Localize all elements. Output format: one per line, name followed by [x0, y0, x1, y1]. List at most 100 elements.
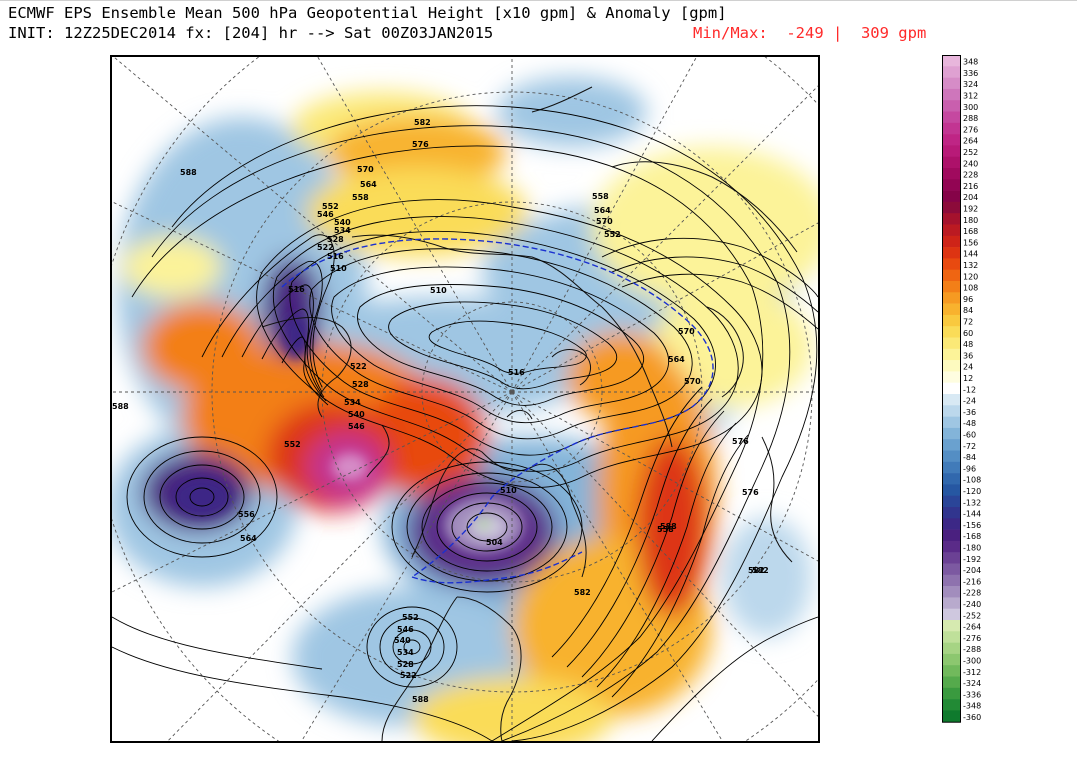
colorbar-tick-label: 252 [963, 148, 978, 157]
colorbar-swatch [942, 484, 960, 496]
contour-label: 552 [284, 440, 301, 449]
colorbar-tick-label: 168 [963, 227, 978, 236]
colorbar-tick-label: 120 [963, 272, 978, 281]
colorbar-swatch [942, 77, 960, 90]
colorbar-swatch [942, 281, 960, 293]
contour-label: 510 [330, 264, 347, 273]
colorbar-tick-label: 228 [963, 171, 978, 180]
contour-label: 570 [678, 327, 695, 336]
contour-label: 564 [240, 534, 257, 543]
colorbar-tick-label: 180 [963, 216, 978, 225]
colorbar-swatch [942, 247, 960, 259]
colorbar-border [942, 55, 961, 723]
colorbar-swatch [942, 66, 960, 78]
colorbar-swatch [942, 563, 960, 576]
colorbar-tick-label: -252 [963, 611, 981, 620]
colorbar-tick-label: 60 [963, 329, 973, 338]
contour-label: 588 [112, 402, 129, 411]
colorbar-swatch [942, 190, 960, 203]
colorbar-swatch [942, 450, 960, 463]
height-contours [112, 105, 818, 741]
colorbar-swatch [942, 529, 960, 542]
colorbar-swatch [942, 269, 960, 282]
colorbar-tick-label: 72 [963, 318, 973, 327]
colorbar-tick-label: -300 [963, 657, 981, 666]
colorbar-swatch [942, 405, 960, 417]
contour-label: 528 [327, 235, 344, 244]
colorbar-tick-label: -240 [963, 600, 981, 609]
contour-labels: 5825765705645585525465405345285225165105… [112, 118, 769, 704]
colorbar-swatch [942, 574, 960, 587]
colorbar-tick-label: 276 [963, 125, 978, 134]
contour-label: 516 [288, 285, 305, 294]
contour-label: 556 [238, 510, 255, 519]
colorbar-swatch [942, 597, 960, 609]
colorbar-swatch [942, 427, 960, 440]
contour-label: 558 [592, 192, 609, 201]
colorbar-tick-label: -192 [963, 555, 981, 564]
contour-label: 504 [486, 538, 503, 547]
colorbar-tick-label: -264 [963, 623, 981, 632]
colorbar-swatch [942, 292, 960, 304]
contour-label: 522 [400, 671, 417, 680]
colorbar-swatch [942, 100, 960, 112]
colorbar-tick-label: 300 [963, 103, 978, 112]
contour-label: 588 [660, 522, 677, 531]
colorbar-tick-label: -204 [963, 566, 981, 575]
contour-label: 576 [742, 488, 759, 497]
colorbar-tick-label: 204 [963, 193, 978, 202]
colorbar-tick-label: 240 [963, 159, 978, 168]
colorbar-swatch [942, 179, 960, 191]
colorbar-tick-label: -348 [963, 702, 981, 711]
contour-label: 576 [412, 140, 429, 149]
colorbar-swatch [942, 473, 960, 485]
contour-label: 564 [594, 206, 611, 215]
contour-label: 522 [317, 243, 334, 252]
colorbar-swatch [942, 168, 960, 180]
colorbar-tick-label: 96 [963, 295, 973, 304]
contour-label: 552 [322, 202, 339, 211]
colorbar-tick-label: 312 [963, 92, 978, 101]
colorbar-swatch [942, 653, 960, 666]
colorbar-swatch [942, 394, 960, 406]
colorbar-swatch [942, 620, 960, 632]
colorbar-tick-label: 324 [963, 80, 978, 89]
colorbar-tick-label: 192 [963, 205, 978, 214]
colorbar-tick-label: -12 [963, 385, 976, 394]
colorbar-swatch [942, 710, 960, 722]
contour-label: 582 [752, 566, 769, 575]
contour-label: 510 [430, 286, 447, 295]
chart-title: ECMWF EPS Ensemble Mean 500 hPa Geopoten… [8, 4, 727, 22]
contour-label: 558 [657, 525, 674, 534]
contour-label: 522 [350, 362, 367, 371]
colorbar-swatch [942, 201, 960, 214]
colorbar-tick-label: 156 [963, 238, 978, 247]
coastlines [261, 86, 798, 741]
colorbar-tick-label: 336 [963, 69, 978, 78]
contour-label: 540 [348, 410, 365, 419]
contour-label: 582 [574, 588, 591, 597]
contour-label: 576 [732, 437, 749, 446]
colorbar-tick-label: 12 [963, 374, 973, 383]
colorbar-swatch [942, 665, 960, 677]
colorbar-swatch [942, 134, 960, 146]
colorbar-swatch [942, 156, 960, 169]
colorbar-tick-label: -60 [963, 431, 976, 440]
colorbar-swatch [942, 540, 960, 553]
anomaly-layer [112, 77, 818, 741]
colorbar-tick-label: 144 [963, 250, 978, 259]
colorbar-tick-label: 216 [963, 182, 978, 191]
colorbar-swatch [942, 608, 960, 621]
contour-label: 534 [334, 226, 351, 235]
contour-label: 564 [668, 355, 685, 364]
contour-label: 516 [327, 252, 344, 261]
contour-label: 540 [334, 218, 351, 227]
colorbar-swatch [942, 676, 960, 689]
map-panel: 582 576 570 564 558 552 546 540 534 528 522 516 510 5… [110, 55, 820, 743]
colorbar-swatch [942, 303, 960, 316]
colorbar-tick-label: -24 [963, 397, 976, 406]
colorbar-tick-label: 288 [963, 114, 978, 123]
colorbar-swatch [942, 586, 960, 598]
colorbar-swatch [942, 213, 960, 225]
colorbar-swatch [942, 642, 960, 655]
